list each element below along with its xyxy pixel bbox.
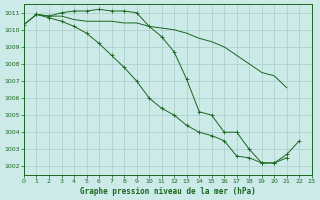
X-axis label: Graphe pression niveau de la mer (hPa): Graphe pression niveau de la mer (hPa) bbox=[80, 187, 256, 196]
